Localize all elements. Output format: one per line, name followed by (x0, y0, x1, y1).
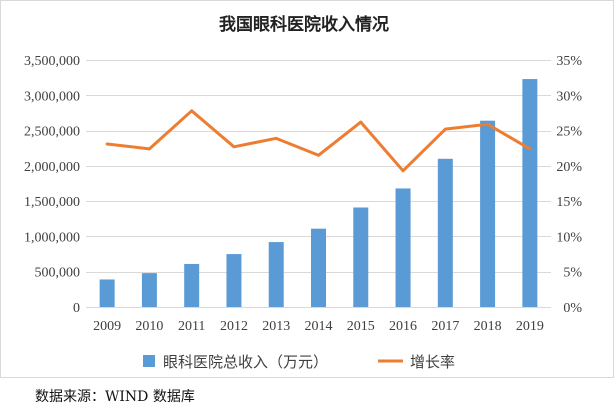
x-tick-label: 2011 (178, 319, 205, 334)
y-left-tick-label: 1,500,000 (24, 195, 80, 210)
growth-rate-point-2014 (317, 153, 320, 157)
x-tick-label: 2012 (220, 319, 248, 334)
source-note: 数据来源：WIND 数据库 (35, 389, 195, 405)
legend-label-growth-rate: 增长率 (410, 353, 455, 371)
growth-rate-point-2017 (443, 127, 447, 131)
y-left-tick-label: 3,000,000 (24, 89, 80, 104)
y-left-tick-label: 2,000,000 (24, 160, 80, 175)
bar-2013 (268, 242, 284, 307)
y-right-tick-label: 20% (556, 160, 582, 175)
revenue-bar-series (99, 79, 538, 307)
gridlines (86, 60, 551, 308)
y-left-tick-label: 1,000,000 (24, 230, 80, 245)
growth-rate-point-2018 (486, 122, 489, 126)
growth-rate-point-2015 (359, 120, 363, 124)
legend-label-revenue: 眼科医院总收入（万元） (163, 353, 328, 371)
bar-2009 (99, 279, 115, 307)
growth-rate-series (105, 109, 532, 173)
y-left-axis-labels: 0 500,000 1,000,000 1,500,000 2,000,000 2,500… (24, 54, 80, 316)
y-right-tick-label: 30% (556, 89, 582, 104)
legend: 眼科医院总收入（万元） 增长率 (143, 353, 455, 371)
y-right-tick-label: 15% (556, 195, 582, 210)
bar-2015 (353, 207, 369, 307)
x-tick-label: 2013 (262, 319, 290, 334)
y-left-tick-label: 2,500,000 (24, 125, 80, 140)
x-tick-label: 2017 (431, 319, 459, 334)
growth-rate-point-2012 (232, 145, 236, 149)
x-tick-label: 2010 (135, 319, 163, 334)
y-left-tick-label: 3,500,000 (24, 54, 80, 69)
x-tick-label: 2016 (389, 319, 417, 334)
x-tick-label: 2019 (516, 319, 544, 334)
y-left-tick-label: 500,000 (35, 266, 81, 281)
bar-2011 (184, 263, 200, 307)
chart-frame (0, 0, 614, 378)
x-tick-label: 2018 (474, 319, 502, 334)
bar-2017 (437, 158, 453, 307)
x-tick-label: 2014 (305, 319, 333, 334)
bar-2018 (480, 120, 496, 307)
growth-rate-point-2011 (190, 109, 194, 113)
growth-rate-point-2016 (401, 169, 405, 173)
bar-2016 (395, 188, 411, 307)
y-right-tick-label: 25% (556, 125, 582, 140)
growth-rate-point-2019 (528, 147, 532, 151)
growth-rate-point-2010 (148, 147, 151, 151)
y-right-tick-label: 10% (556, 230, 582, 245)
growth-rate-point-2009 (105, 142, 109, 146)
y-left-tick-label: 0 (73, 301, 80, 316)
y-right-axis-labels: 0% 5% 10% 15% 20% 25% 30% 35% (556, 54, 582, 316)
bar-2014 (311, 228, 326, 307)
y-right-tick-label: 5% (563, 266, 582, 281)
y-right-tick-label: 0% (563, 301, 582, 316)
x-tick-label: 2009 (93, 319, 121, 334)
bar-2019 (522, 79, 538, 307)
x-axis-labels: 2009 2010 2011 2012 2013 2014 2015 2016 2017 2018… (93, 319, 544, 334)
bar-2010 (141, 273, 157, 307)
y-right-tick-label: 35% (556, 54, 582, 69)
legend-swatch-revenue (143, 355, 155, 367)
growth-rate-point-2013 (274, 136, 278, 140)
bar-2012 (226, 254, 242, 307)
x-tick-label: 2015 (347, 319, 375, 334)
chart-title: 我国眼科医院收入情况 (219, 14, 389, 35)
